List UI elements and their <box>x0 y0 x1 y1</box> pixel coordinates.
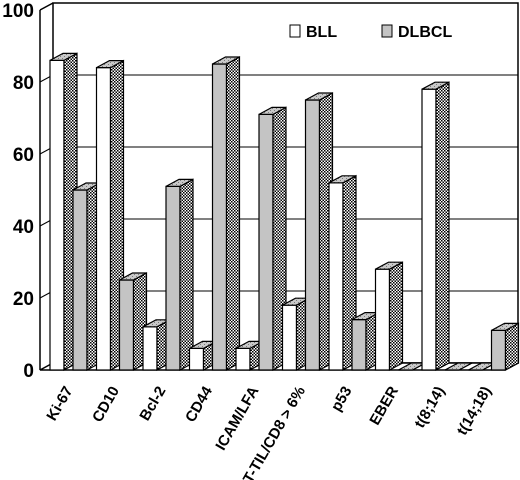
bar-front <box>490 329 507 371</box>
bar-dlbcl-3 <box>211 55 241 372</box>
bar-front <box>374 268 391 371</box>
bar-side <box>225 55 241 372</box>
bar-top <box>305 92 333 101</box>
bar-front <box>351 319 367 371</box>
bar-front <box>211 63 228 371</box>
bar-dlbcl-4 <box>258 106 287 372</box>
x-category-label: p53 <box>328 384 356 415</box>
bar-dlbcl-8 <box>444 362 473 371</box>
bar-front <box>118 279 135 371</box>
bar-top <box>258 106 287 116</box>
bar-top <box>375 261 403 270</box>
bar-top <box>165 178 194 187</box>
bar-dlbcl-9 <box>490 322 520 372</box>
bar-front <box>258 113 274 371</box>
bar-front <box>421 88 437 371</box>
bar-series <box>49 52 520 372</box>
bar-front <box>165 185 181 371</box>
y-tick-label: 20 <box>13 289 34 310</box>
bar-side <box>179 178 194 372</box>
legend: BLL DLBCL <box>289 24 452 41</box>
bar-front <box>72 189 88 371</box>
y-axis-ticks: 0 20 40 60 80 100 <box>2 1 34 382</box>
bar-top <box>96 59 124 69</box>
bar-side <box>435 81 450 372</box>
bar-top <box>212 56 240 65</box>
y-axis-top-edge <box>39 2 54 11</box>
bar-front <box>328 182 344 371</box>
y-tick-label: 80 <box>13 73 34 94</box>
bar-bll-8 <box>421 81 450 372</box>
x-category-label: CD10 <box>89 384 123 426</box>
bar-top <box>491 322 519 331</box>
bar-dlbcl-2 <box>165 178 194 372</box>
bar-front <box>188 347 205 371</box>
legend-swatch-bll <box>289 24 301 38</box>
x-category-label: t(8;14) <box>411 384 448 431</box>
y-tick-label: 60 <box>13 145 34 166</box>
bar-top <box>49 52 78 62</box>
bar-front <box>49 59 65 371</box>
bar-top <box>444 362 473 371</box>
bar-side <box>504 322 520 372</box>
bar-top <box>119 272 147 281</box>
legend-label-bll: BLL <box>306 24 337 41</box>
bar-front <box>235 347 251 371</box>
bar-front <box>142 326 158 371</box>
bar-front <box>95 66 112 371</box>
bar-front <box>281 304 298 371</box>
legend-swatch-dlbcl <box>381 24 393 38</box>
bar-top <box>421 81 450 90</box>
y-tick-label: 0 <box>23 361 34 382</box>
legend-label-dlbcl: DLBCL <box>398 24 452 41</box>
x-category-label: EBER <box>366 383 402 428</box>
x-category-label: Ki-67 <box>43 384 76 424</box>
x-category-label: ICAM/LFA <box>212 383 262 453</box>
bar-top <box>328 175 357 184</box>
x-category-label: t(14;18) <box>454 384 495 439</box>
bar-side <box>388 261 404 372</box>
x-category-label: CD44 <box>182 383 216 425</box>
bar-front <box>304 99 321 371</box>
y-tick-label: 100 <box>2 1 34 22</box>
y-tick-label: 40 <box>13 217 34 238</box>
x-category-label: Bcl-2 <box>136 384 169 424</box>
bar-bll-7 <box>374 261 404 372</box>
